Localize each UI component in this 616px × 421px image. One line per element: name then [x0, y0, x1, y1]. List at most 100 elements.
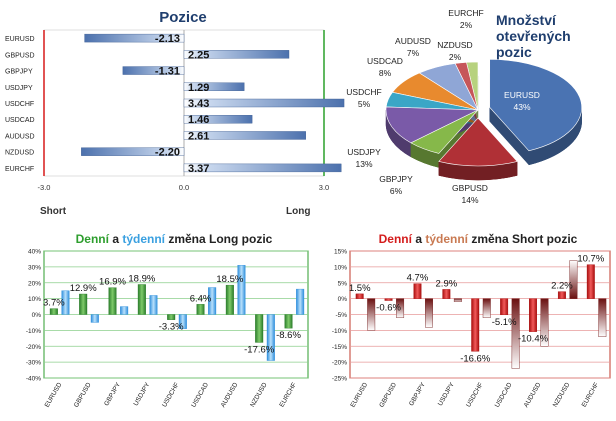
pie-slice-name: EURCHF — [448, 8, 483, 18]
daily-change-label: 18.9% — [128, 273, 155, 284]
x-category-label: EURCHF — [278, 381, 298, 408]
daily-change-bar — [557, 291, 566, 299]
positions-tick-zero: 0.0 — [179, 183, 189, 192]
y-tick-label: 40% — [28, 249, 41, 256]
positions-category-label: EURUSD — [5, 36, 35, 43]
positions-category-label: EURCHF — [5, 166, 34, 173]
weekly-change-bar — [569, 260, 578, 299]
x-category-label: AUDUSD — [523, 381, 543, 409]
weekly-change-bar — [598, 298, 607, 337]
positions-tick-min: -3.0 — [38, 183, 51, 192]
weekly-change-bar — [266, 314, 275, 361]
pie-slice-name: EURUSD — [504, 90, 540, 100]
long-change-title: Denní a týdenní změna Long pozic — [76, 232, 273, 246]
daily-change-bar — [500, 298, 509, 316]
daily-change-label: -8.6% — [276, 330, 301, 341]
weekly-change-bar — [367, 298, 376, 331]
positions-bars: EURUSD -2.13 GBPUSD 2.25 GBPJPY -1.31 USDJPY 1.… — [5, 33, 345, 175]
y-tick-label: 5% — [338, 280, 348, 287]
daily-change-bar — [413, 283, 422, 299]
daily-change-label: 2.9% — [436, 278, 458, 289]
long-label: Long — [286, 206, 310, 217]
x-category-label: USDJPY — [437, 381, 456, 407]
x-category-label: AUDUSD — [220, 381, 240, 409]
pie-slice-name: USDCHF — [346, 87, 381, 97]
x-category-label: GBPJPY — [103, 381, 122, 407]
weekly-change-bar — [511, 298, 520, 369]
y-tick-label: -20% — [26, 344, 41, 351]
pie-slice-name: GBPJPY — [379, 174, 413, 184]
pie-slice-percent: 5% — [358, 99, 371, 109]
positions-title: Pozice — [159, 9, 207, 26]
positions-value-label: -1.31 — [155, 66, 180, 78]
x-category-label: GBPJPY — [408, 381, 427, 407]
positions-bar — [183, 115, 253, 124]
pie-slices: EURUSD 43% GBPUSD 14% GBPJPY 6% USDJPY 13% USDCH… — [346, 8, 582, 205]
short-label: Short — [40, 206, 67, 217]
pie-title-line-2: otevřených — [496, 28, 571, 44]
pie-slice-percent: 43% — [513, 102, 530, 112]
y-tick-label: -10% — [26, 328, 41, 335]
short-change-chart: Denní a týdenní změna Short pozic 15% 10%… — [332, 232, 611, 409]
title-part: změna Short pozic — [468, 232, 578, 246]
positions-value-label: 2.25 — [188, 49, 209, 61]
pie-slice-name: GBPUSD — [452, 183, 488, 193]
positions-chart: Pozice EURUSD -2.13 GBPUSD 2.25 GBPJPY -1.31 U… — [5, 9, 345, 217]
positions-bar — [84, 33, 185, 43]
daily-change-label: 12.9% — [70, 283, 97, 294]
x-category-label: EURCHF — [581, 381, 601, 408]
positions-bar — [183, 50, 290, 59]
weekly-change-bar — [178, 314, 187, 329]
y-tick-label: -25% — [332, 376, 347, 383]
pie-slice-percent: 7% — [407, 48, 420, 58]
daily-change-bar — [255, 314, 264, 343]
positions-bar — [183, 82, 245, 91]
pie-slice-percent: 6% — [390, 186, 403, 196]
positions-value-label: 3.37 — [188, 163, 209, 175]
daily-change-label: 1.5% — [349, 283, 371, 294]
x-category-label: USDCHF — [161, 381, 181, 408]
positions-value-label: -2.20 — [155, 147, 180, 159]
daily-change-bar — [442, 289, 451, 299]
title-part: Denní — [379, 232, 413, 246]
daily-change-bar — [79, 293, 88, 315]
title-part: změna Long pozic — [165, 232, 273, 246]
open-positions-pie: Množství otevřených pozic EURUSD 43% GBPUS… — [346, 8, 582, 205]
y-tick-label: -20% — [332, 360, 347, 367]
positions-value-label: 1.29 — [188, 82, 209, 94]
positions-bar — [122, 66, 185, 75]
pie-slice — [385, 106, 479, 144]
weekly-change-bar — [149, 295, 158, 315]
positions-category-label: AUDUSD — [5, 133, 35, 140]
positions-value-label: 1.46 — [188, 114, 209, 126]
pie-slice-percent: 8% — [379, 68, 392, 78]
daily-change-bar — [529, 298, 537, 332]
positions-value-label: 3.43 — [188, 98, 209, 110]
x-category-label: USDCAD — [494, 381, 514, 409]
weekly-change-bar — [237, 265, 246, 315]
pie-slice — [438, 117, 518, 167]
weekly-change-bar — [208, 287, 217, 315]
daily-change-bar — [108, 287, 117, 315]
title-part: a — [412, 232, 425, 246]
y-tick-label: 20% — [28, 280, 41, 287]
pie-slice — [410, 109, 479, 154]
daily-change-bar — [355, 293, 364, 299]
y-tick-label: 10% — [334, 264, 347, 271]
y-tick-label: 30% — [28, 264, 41, 271]
positions-category-label: USDCAD — [5, 117, 35, 124]
x-category-label: USDCAD — [190, 381, 210, 409]
daily-change-label: -3.3% — [159, 322, 184, 333]
daily-change-bar — [471, 298, 480, 352]
positions-value-label: -2.13 — [155, 33, 180, 45]
weekly-change-bar — [120, 306, 129, 315]
weekly-change-bar — [296, 288, 305, 315]
pie-slice-name: AUDUSD — [395, 36, 431, 46]
positions-category-label: NZDUSD — [5, 150, 34, 157]
long-change-chart: Denní a týdenní změna Long pozic 40% 30% 2… — [26, 232, 309, 409]
pie-slice-name: USDCAD — [367, 56, 403, 66]
daily-change-label: -5.1% — [492, 317, 517, 328]
pie-slice-name: NZDUSD — [437, 40, 472, 50]
short-change-title: Denní a týdenní změna Short pozic — [379, 232, 578, 246]
daily-change-label: 6.4% — [190, 293, 212, 304]
